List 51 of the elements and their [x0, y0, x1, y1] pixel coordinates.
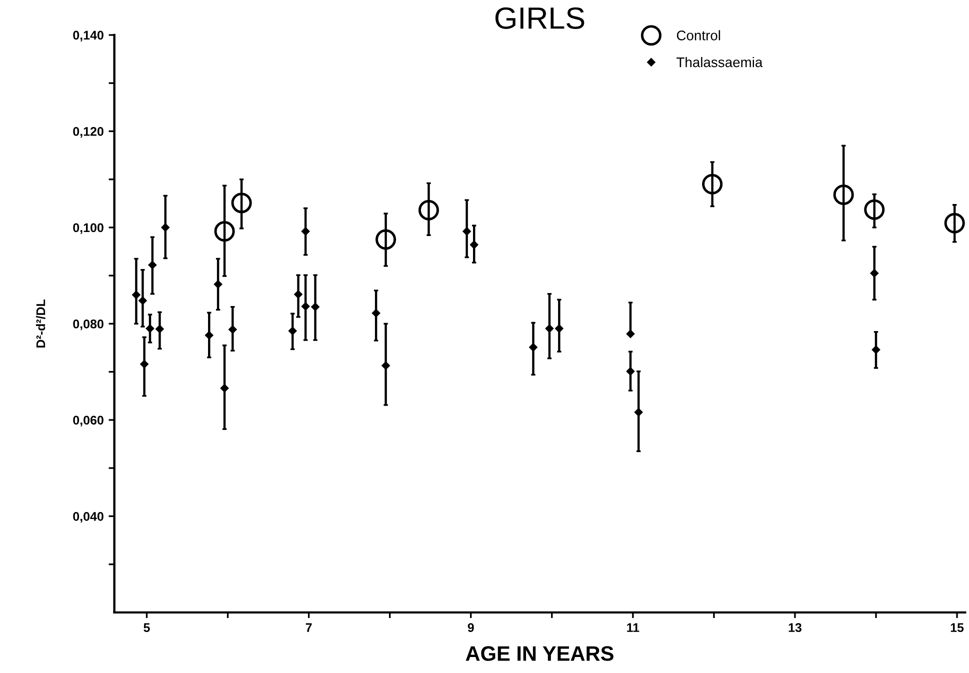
y-axis-title: D²-d²/DL	[36, 299, 46, 348]
point	[833, 184, 854, 206]
point	[310, 302, 320, 312]
x-tick-label: 7	[306, 623, 312, 632]
point	[155, 324, 164, 334]
x-tick-label: 13	[788, 623, 802, 632]
point	[160, 223, 170, 232]
point	[138, 296, 148, 306]
point	[376, 229, 396, 250]
point	[140, 360, 149, 369]
point	[301, 226, 310, 236]
point	[470, 240, 479, 250]
legend-label: Thalassaemia	[676, 57, 763, 68]
point	[231, 192, 252, 214]
point	[204, 330, 214, 340]
x-tick-label: 15	[950, 623, 964, 632]
point	[146, 324, 154, 333]
chart-title: GIRLS	[495, 7, 584, 29]
point	[626, 329, 635, 338]
y-tick-label: 0,060	[73, 416, 104, 426]
point	[288, 326, 298, 336]
y-tick-label: 0,040	[73, 512, 104, 523]
point	[462, 226, 472, 236]
point	[554, 324, 564, 333]
point	[864, 199, 885, 220]
point	[944, 212, 965, 234]
y-tick-label: 0,080	[73, 320, 104, 330]
y-tick-label: 0,120	[73, 127, 104, 138]
point	[634, 408, 644, 417]
point	[381, 361, 390, 370]
x-axis-title: AGE IN YEARS	[466, 646, 614, 661]
point	[214, 221, 235, 242]
point	[545, 324, 554, 333]
point	[294, 290, 303, 299]
x-tick-label: 11	[627, 623, 640, 632]
point	[220, 384, 229, 393]
point	[214, 280, 222, 289]
point	[702, 174, 723, 194]
y-tick-label: 0,140	[73, 30, 104, 42]
y-tick-label: 0,100	[73, 223, 104, 234]
point	[870, 268, 879, 278]
point	[626, 366, 635, 376]
point	[872, 345, 880, 354]
point	[148, 260, 157, 270]
x-tick-label: 5	[144, 623, 150, 632]
point	[418, 200, 440, 220]
point	[228, 325, 238, 334]
point	[132, 290, 141, 300]
x-tick-label: 9	[468, 623, 474, 632]
point	[528, 342, 538, 352]
legend-label: Control	[676, 30, 720, 40]
